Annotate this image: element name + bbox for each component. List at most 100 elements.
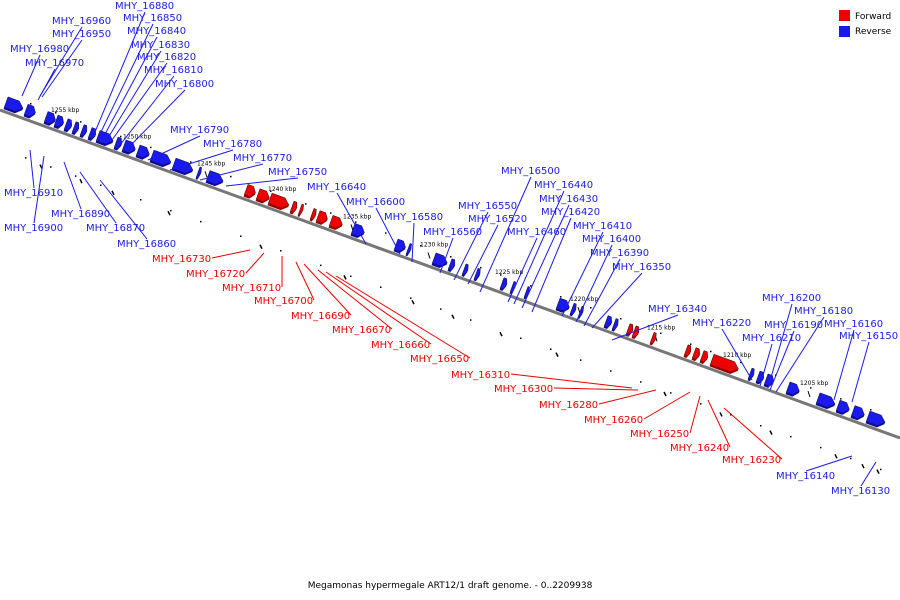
lane-dot	[840, 398, 842, 400]
backbone-line	[0, 108, 900, 440]
lane-dot	[760, 424, 762, 427]
lane-mark	[39, 164, 43, 169]
lane-dot	[230, 175, 232, 178]
forward-gene	[699, 350, 708, 365]
tick-mark	[427, 252, 431, 259]
lane-dot	[850, 457, 852, 460]
callout-leader	[29, 149, 35, 189]
lane-dot	[560, 296, 562, 298]
callout-leader	[611, 314, 679, 341]
lane-dot	[385, 232, 387, 234]
forward-gene	[309, 208, 317, 222]
reverse-gene	[611, 318, 619, 332]
lane-dot	[810, 387, 812, 389]
gene-label-forward: MHY_16710	[222, 283, 281, 294]
callout-leader	[721, 328, 753, 381]
reverse-gene	[3, 96, 24, 114]
reverse-gene	[79, 124, 88, 138]
callout-leader	[103, 36, 158, 137]
gene-label-reverse: MHY_16840	[127, 26, 186, 37]
lane-dot	[640, 381, 642, 383]
callout-leader	[513, 190, 565, 305]
gene-label-reverse: MHY_16900	[4, 223, 63, 234]
tick-label: 1230 kbp	[420, 242, 448, 249]
reverse-gene	[113, 136, 122, 151]
callout-leader	[147, 135, 201, 161]
callout-leader	[335, 275, 471, 359]
gene-label-reverse: MHY_16750	[268, 167, 327, 178]
callout-leader	[521, 204, 570, 309]
lane-dot	[710, 350, 712, 353]
reverse-gene	[195, 166, 202, 180]
legend-reverse-label: Reverse	[855, 27, 892, 37]
callout-leader	[99, 179, 148, 240]
gene-label-reverse: MHY_16350	[612, 262, 671, 273]
lane-mark	[167, 210, 171, 216]
lane-dot	[470, 319, 472, 321]
callout-leader	[833, 329, 855, 401]
forward-gene	[267, 192, 290, 211]
lane-dot	[380, 286, 382, 288]
lane-dot	[420, 245, 422, 247]
callout-leader	[575, 244, 613, 323]
callout-leader	[225, 177, 299, 187]
gene-label-reverse: MHY_16890	[51, 209, 110, 220]
callout-leader	[33, 155, 45, 224]
gene-label-reverse: MHY_16950	[52, 29, 111, 40]
reverse-gene	[473, 267, 481, 282]
callout-leader	[211, 249, 251, 259]
callout-leader	[453, 211, 489, 281]
lane-mark	[861, 463, 865, 469]
lane-dot	[305, 203, 307, 205]
lane-dot	[100, 184, 102, 186]
lane-dot	[730, 414, 732, 416]
lane-dot	[240, 235, 242, 237]
callout-leader	[775, 316, 825, 393]
reverse-gene	[569, 302, 577, 317]
callout-leader	[119, 75, 175, 146]
gene-label-forward: MHY_16260	[584, 415, 643, 426]
lane-dot	[55, 112, 57, 114]
gene-label-reverse: MHY_16860	[117, 239, 176, 250]
callout-leader	[510, 373, 633, 389]
gene-label-reverse: MHY_16420	[541, 207, 600, 218]
gene-label-reverse: MHY_16520	[468, 214, 527, 225]
gene-label-reverse: MHY_16130	[831, 486, 890, 497]
gene-label-reverse: MHY_16880	[115, 1, 174, 12]
gene-callouts: MHY_16980 MHY_16970 MHY_16960 MHY_16950 MHY_…	[4, 1, 898, 497]
callout-leader	[598, 389, 657, 405]
gene-label-reverse: MHY_16870	[86, 223, 145, 234]
gene-label-reverse: MHY_16210	[742, 333, 801, 344]
callout-leader	[583, 258, 621, 327]
callout-leader	[860, 461, 877, 487]
gene-label-forward: MHY_16280	[539, 400, 598, 411]
gene-label-reverse: MHY_16400	[582, 234, 641, 245]
lane-dot	[50, 166, 52, 168]
callout-leader	[531, 217, 572, 313]
gene-features	[3, 96, 886, 428]
gene-label-reverse: MHY_16790	[170, 125, 229, 136]
callout-leader	[79, 171, 117, 224]
callout-leader	[689, 395, 701, 434]
gene-label-reverse: MHY_16960	[52, 16, 111, 27]
legend-forward-swatch	[839, 10, 850, 21]
lane-dot	[870, 409, 872, 411]
lane-dot	[280, 250, 282, 252]
callout-leader	[295, 261, 315, 301]
lane-mark	[259, 244, 263, 250]
callout-leader	[245, 252, 265, 274]
lane-dot	[25, 157, 27, 159]
callout-leader	[199, 163, 264, 181]
gene-label-forward: MHY_16230	[722, 455, 781, 466]
lane-dot	[480, 266, 482, 269]
lane-dot	[270, 190, 272, 192]
lane-dot	[820, 446, 822, 449]
gene-label-forward: MHY_16720	[186, 269, 245, 280]
reverse-gene	[87, 127, 96, 141]
gene-label-reverse: MHY_16140	[776, 471, 835, 482]
gene-label-forward: MHY_16690	[291, 311, 350, 322]
lane-dot	[530, 285, 532, 287]
callout-leader	[336, 192, 367, 245]
gene-label-reverse: MHY_16500	[501, 166, 560, 177]
callout-leader	[169, 149, 234, 171]
